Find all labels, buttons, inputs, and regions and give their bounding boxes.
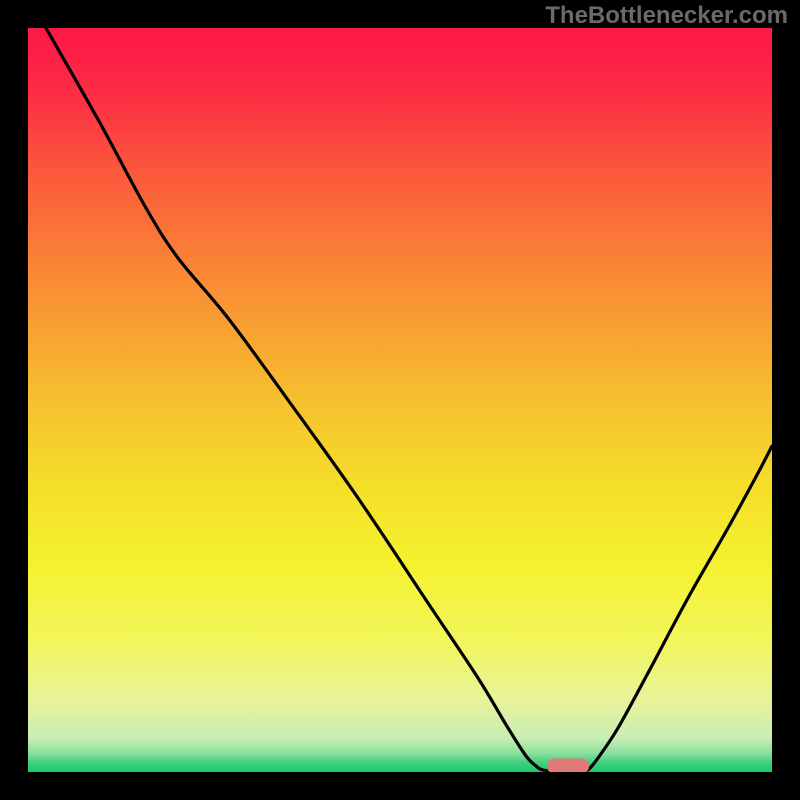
curve-layer: [28, 28, 772, 772]
optimum-marker: [547, 759, 589, 773]
watermark-text: TheBottlenecker.com: [545, 2, 788, 30]
chart-container: TheBottlenecker.com: [0, 0, 800, 800]
plot-area: [28, 28, 772, 772]
bottleneck-curve: [46, 28, 772, 771]
